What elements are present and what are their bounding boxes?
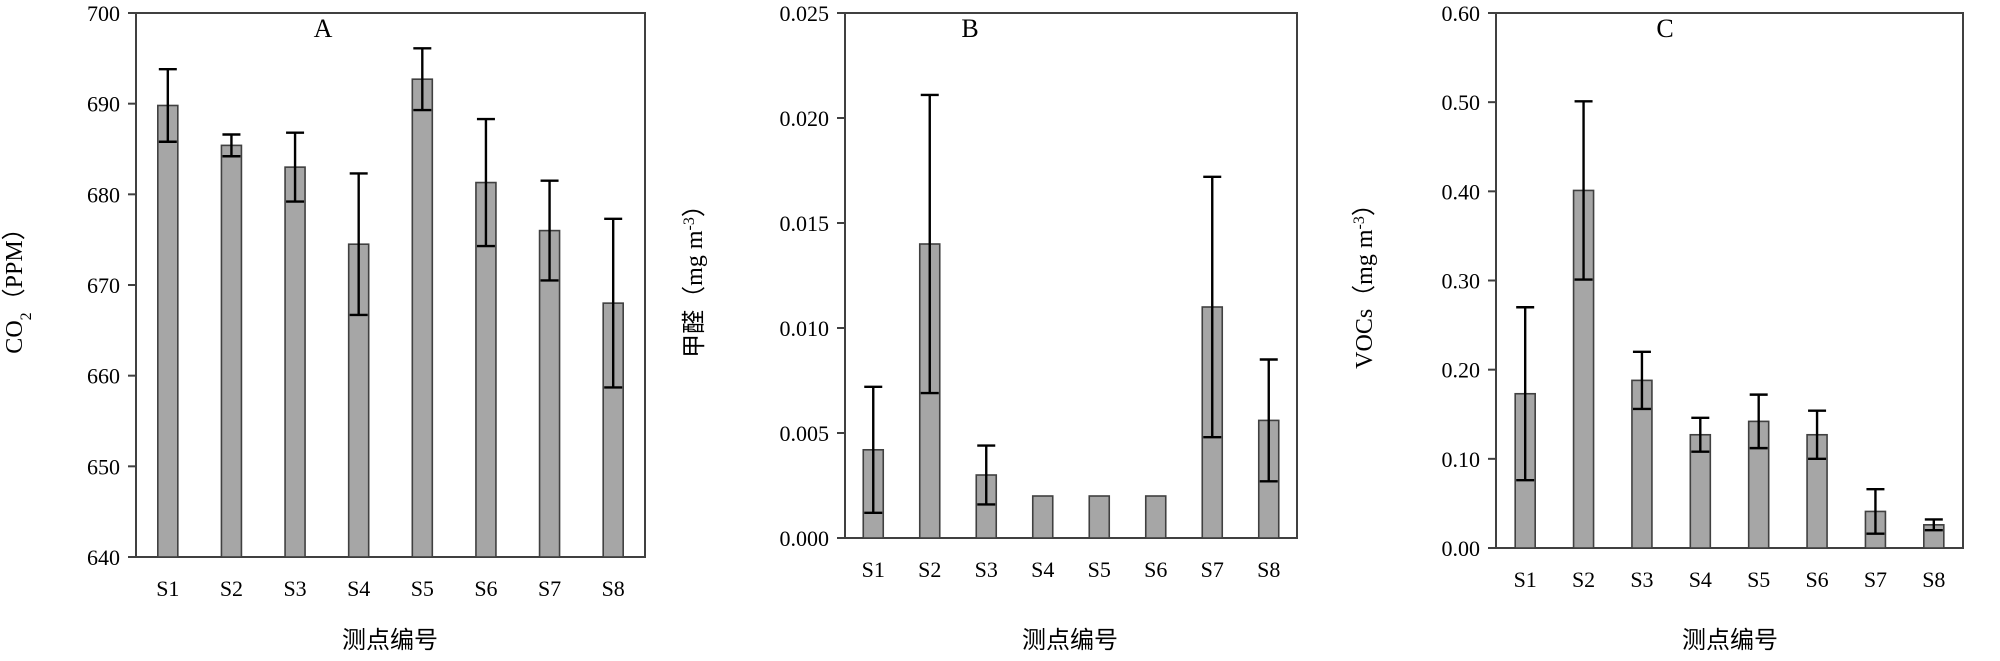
- y-tick-label: 0.60: [1442, 1, 1481, 26]
- y-tick-label: 680: [87, 182, 120, 207]
- y-axis-title-main: CO: [2, 320, 28, 353]
- x-tick-label: S5: [1088, 557, 1111, 582]
- x-tick-label: S3: [283, 576, 306, 601]
- chart-panel-c: 0.00 0.10 0.20 0.30 0.40 0.50 0.60 S1 S2 S3 S4 S5 S6…: [1351, 1, 1964, 654]
- y-tick-label: 0.50: [1442, 90, 1481, 115]
- y-tick-label: 690: [87, 92, 120, 117]
- y-tick-label: 0.40: [1442, 179, 1481, 204]
- x-tick-label: S7: [1864, 567, 1887, 592]
- y-axis-title-subscript: 2: [18, 312, 35, 320]
- y-tick-label: 0.10: [1442, 447, 1481, 472]
- x-tick-label: S2: [220, 576, 243, 601]
- y-tick-label: 640: [87, 545, 120, 570]
- y-axis-title-main: 甲醛（mg m: [681, 230, 708, 358]
- x-tick-label: S8: [1922, 567, 1945, 592]
- y-axis-title: 甲醛（mg m-3）: [681, 193, 709, 358]
- panel-label: A: [314, 14, 333, 43]
- bar: [1088, 495, 1111, 539]
- chart-panel-b: 0.000 0.005 0.010 0.015 0.020 0.025 S1 S2 S3 S4 S5…: [681, 1, 1298, 654]
- x-tick-label: S8: [602, 576, 625, 601]
- y-axis-title-end: ）: [682, 193, 708, 217]
- panel-label: B: [961, 14, 978, 43]
- plot-frame: [1495, 12, 1964, 549]
- bar: [1031, 495, 1054, 539]
- plot-frame: [844, 12, 1298, 539]
- x-axis-title: 测点编号: [1682, 627, 1778, 654]
- x-tick-label: S6: [474, 576, 497, 601]
- y-axis-title-main: VOCs（mg m: [1352, 229, 1378, 369]
- y-tick-label: 0.005: [780, 421, 830, 446]
- x-tick-label: S1: [156, 576, 179, 601]
- x-tick-label: S7: [538, 576, 561, 601]
- bar: [284, 166, 306, 558]
- x-tick-label: S4: [347, 576, 370, 601]
- y-tick-label: 0.025: [780, 1, 830, 26]
- chart-panel-a: 640 650 660 670 680 690 700 S1 S2 S3 S4 S5 S6 S7 S8 A 测点…: [2, 1, 646, 654]
- plot-frame: [135, 12, 646, 558]
- x-axis-title: 测点编号: [1022, 627, 1118, 654]
- x-tick-label: S6: [1805, 567, 1828, 592]
- x-tick-label: S2: [918, 557, 941, 582]
- y-axis-title: VOCs（mg m-3）: [1351, 192, 1379, 369]
- y-tick-label: 0.00: [1442, 536, 1481, 561]
- y-tick-label: 0.000: [780, 526, 830, 551]
- y-axis-title-unit: （PPM）: [2, 216, 28, 312]
- y-axis-title-superscript: -3: [1351, 216, 1368, 229]
- y-tick-label: 700: [87, 1, 120, 26]
- bar: [1144, 495, 1167, 539]
- x-axis-title: 测点编号: [342, 627, 438, 654]
- x-tick-label: S4: [1031, 557, 1054, 582]
- y-axis-title-end: ）: [1352, 192, 1378, 216]
- y-tick-label: 650: [87, 454, 120, 479]
- y-tick-label: 0.30: [1442, 269, 1481, 294]
- y-tick-label: 0.010: [780, 316, 830, 341]
- x-tick-label: S5: [1747, 567, 1770, 592]
- bar: [157, 104, 179, 558]
- y-axis-title-superscript: -3: [681, 217, 698, 230]
- y-tick-label: 0.020: [780, 106, 830, 131]
- x-tick-label: S3: [1630, 567, 1653, 592]
- x-tick-label: S8: [1257, 557, 1280, 582]
- y-tick-label: 670: [87, 273, 120, 298]
- x-tick-label: S6: [1144, 557, 1167, 582]
- x-tick-label: S4: [1689, 567, 1712, 592]
- x-tick-label: S1: [1514, 567, 1537, 592]
- y-tick-label: 0.015: [780, 211, 830, 236]
- x-tick-label: S7: [1201, 557, 1224, 582]
- x-tick-label: S2: [1572, 567, 1595, 592]
- x-tick-label: S1: [862, 557, 885, 582]
- bar: [220, 144, 243, 558]
- x-tick-label: S3: [975, 557, 998, 582]
- panel-label: C: [1656, 14, 1673, 43]
- y-tick-label: 0.20: [1442, 358, 1481, 383]
- y-axis-title: CO2（PPM）: [2, 216, 35, 353]
- y-tick-label: 660: [87, 364, 120, 389]
- x-tick-label: S5: [411, 576, 434, 601]
- bar: [411, 78, 434, 558]
